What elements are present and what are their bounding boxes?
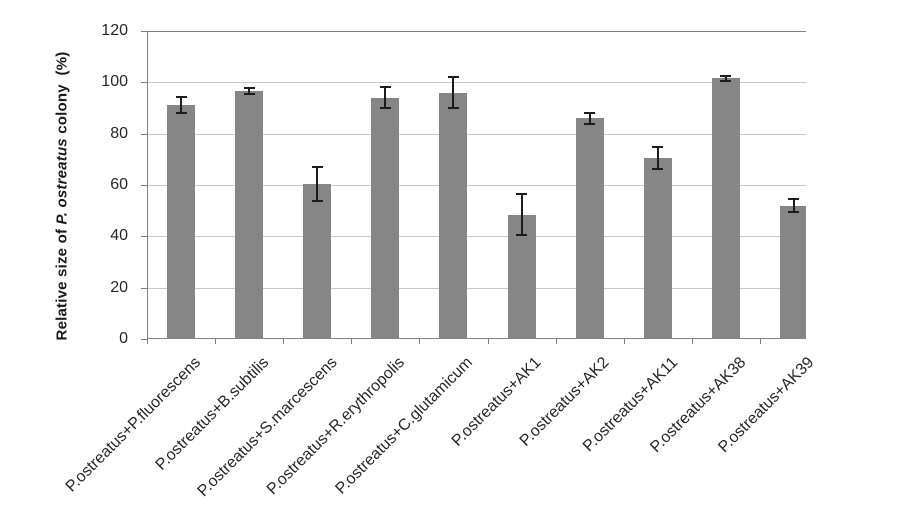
error-bar-line	[180, 96, 183, 115]
bar	[235, 91, 264, 339]
error-bar	[652, 145, 664, 171]
gridline	[147, 287, 806, 289]
error-bar-line	[792, 197, 795, 214]
bar	[303, 183, 332, 339]
error-bar-line	[452, 75, 455, 110]
gridline	[147, 236, 806, 238]
error-bar-line	[384, 86, 387, 110]
gridline	[147, 185, 806, 186]
y-axis-tick-label: 20	[110, 278, 128, 296]
x-axis-tick	[283, 339, 285, 344]
x-axis-category-label: P.ostreatus+C.glutamicum	[332, 354, 477, 498]
error-bar-line	[656, 145, 659, 171]
error-bar-line	[724, 74, 727, 83]
x-axis-tick	[759, 339, 761, 344]
bar	[371, 97, 400, 339]
gridline	[147, 82, 806, 84]
y-axis-title: Relative size of P. ostreatus colony (%)	[54, 52, 71, 341]
y-axis-tick	[141, 31, 147, 32]
error-bar-line	[316, 165, 319, 202]
y-axis-tick	[141, 185, 147, 186]
y-axis-tick	[141, 236, 147, 238]
error-bar	[379, 86, 391, 110]
gridline	[147, 133, 806, 135]
error-bar	[175, 96, 187, 115]
error-bar	[447, 75, 459, 110]
x-axis-category-label: P.ostreatus+B.subtilis	[152, 354, 273, 474]
y-axis-tick-label: 80	[110, 124, 128, 142]
x-axis-category-label: P.ostreatus+P.fluorescens	[62, 354, 205, 496]
x-axis-tick	[487, 339, 489, 344]
y-axis-tick	[141, 82, 147, 84]
y-axis-tick-label: 40	[110, 227, 128, 245]
bar	[711, 78, 740, 339]
y-axis-line	[147, 31, 148, 344]
gridline	[147, 31, 806, 32]
x-axis-tick	[351, 339, 353, 344]
bar	[575, 118, 604, 339]
bar	[779, 205, 806, 339]
error-bar-line	[588, 111, 591, 125]
error-bar	[516, 192, 528, 237]
error-bar	[243, 87, 255, 96]
y-axis-tick	[141, 287, 147, 289]
x-axis-category-label: P.ostreatus+S.marcescens	[194, 354, 341, 501]
error-bar-line	[520, 192, 523, 237]
bar	[643, 158, 672, 339]
error-bar	[584, 111, 596, 125]
x-axis-tick	[691, 339, 693, 344]
error-bar	[311, 165, 323, 202]
x-axis-category-label: P.ostreatus+R.erythropolis	[264, 354, 409, 499]
y-axis-tick-label: 100	[101, 73, 128, 91]
x-axis-tick	[215, 339, 217, 344]
x-axis-tick	[419, 339, 421, 344]
x-axis-tick	[623, 339, 625, 344]
bar	[439, 92, 468, 339]
y-axis-tick-label: 0	[119, 330, 128, 347]
y-axis-tick	[141, 133, 147, 135]
bar	[167, 105, 196, 339]
error-bar-line	[248, 87, 251, 96]
plot-area	[147, 31, 806, 344]
x-axis-line	[147, 338, 806, 339]
error-bar	[788, 197, 800, 214]
error-bar	[720, 74, 732, 83]
y-axis-tick-label: 60	[110, 176, 128, 193]
x-axis-tick	[555, 339, 557, 344]
y-axis-tick	[141, 339, 147, 340]
y-axis-tick-label: 120	[101, 22, 128, 39]
